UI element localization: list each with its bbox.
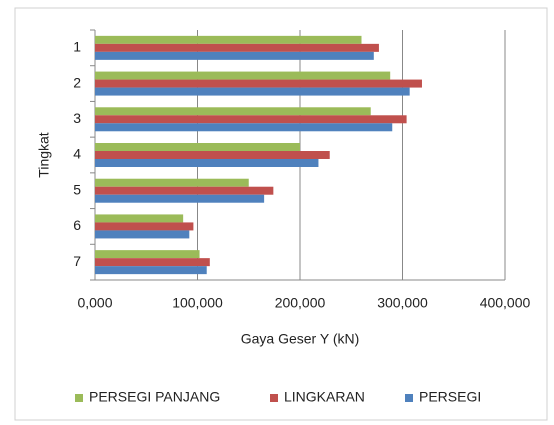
- x-axis-label: Gaya Geser Y (kN): [241, 331, 360, 347]
- bar: [95, 151, 330, 159]
- bar: [95, 115, 407, 124]
- bar: [95, 87, 410, 96]
- legend-swatch: [405, 394, 413, 402]
- bar: [95, 214, 184, 223]
- x-tick-label: 400,000: [480, 295, 531, 311]
- legend-swatch: [270, 394, 278, 402]
- bar: [95, 194, 265, 203]
- y-tick-label: 1: [73, 39, 81, 55]
- x-tick-label: 0,000: [77, 295, 112, 311]
- bar: [95, 123, 393, 132]
- bar: [95, 79, 422, 88]
- bar: [95, 266, 207, 275]
- bar: [95, 107, 371, 116]
- bar: [95, 35, 362, 44]
- bar: [95, 186, 274, 195]
- y-tick-label: 2: [73, 74, 81, 90]
- bar: [95, 250, 200, 259]
- x-tick-label: 100,000: [172, 295, 223, 311]
- x-tick-label: 200,000: [275, 295, 326, 311]
- legend-label: PERSEGI: [419, 389, 481, 405]
- y-tick-label: 7: [73, 253, 81, 269]
- legend-label: LINGKARAN: [284, 389, 365, 405]
- bar: [95, 51, 374, 60]
- bar: [95, 159, 319, 167]
- bar: [95, 43, 379, 52]
- legend-label: PERSEGI PANJANG: [89, 389, 220, 405]
- y-tick-label: 6: [73, 217, 81, 233]
- bar: [95, 222, 194, 231]
- chart-frame: [14, 7, 548, 421]
- y-tick-label: 5: [73, 181, 81, 197]
- y-tick-label: 3: [73, 110, 81, 126]
- legend-swatch: [75, 394, 83, 402]
- bar: [95, 178, 249, 187]
- x-tick-label: 300,000: [377, 295, 428, 311]
- bar: [95, 258, 210, 267]
- bar: [95, 230, 190, 239]
- y-tick-label: 4: [73, 146, 81, 162]
- bar: [95, 143, 300, 151]
- y-axis-label: Tingkat: [36, 132, 52, 178]
- bar: [95, 71, 391, 80]
